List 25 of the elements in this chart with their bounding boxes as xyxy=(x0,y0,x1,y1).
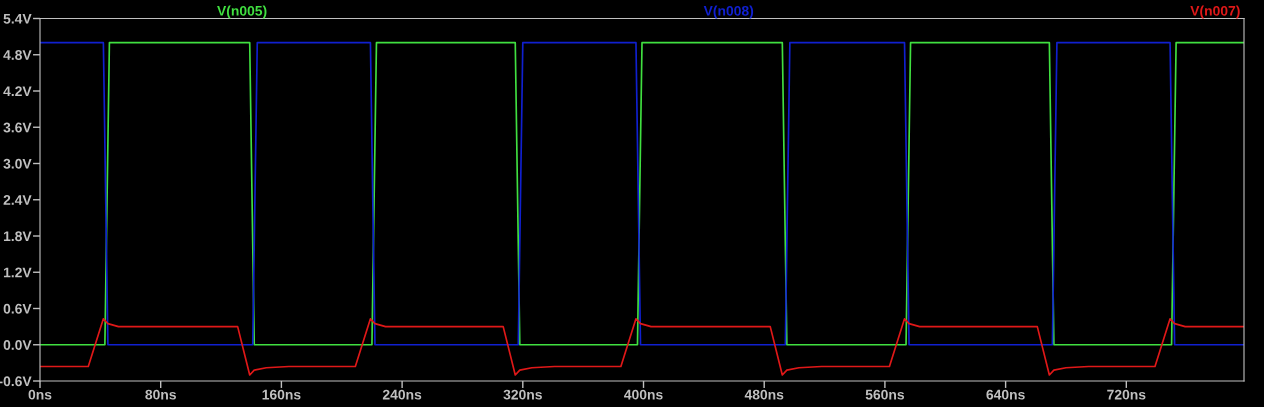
x-tick-label: 400ns xyxy=(624,389,663,400)
x-tick-label: 160ns xyxy=(262,389,301,400)
y-tick-label: 1.8V xyxy=(3,231,32,242)
line-series xyxy=(40,317,1244,376)
x-tick-label: 560ns xyxy=(865,389,905,400)
y-tick-label: 5.4V xyxy=(3,13,32,24)
x-tick-label: 640ns xyxy=(986,389,1025,400)
y-tick-label: 3.0V xyxy=(3,158,32,169)
x-tick-label: 0ns xyxy=(28,389,52,400)
x-tick-label: 80ns xyxy=(145,389,176,400)
y-tick-label: 3.6V xyxy=(3,122,32,133)
y-tick-label: 1.2V xyxy=(3,267,32,278)
y-tick-label: -0.6V xyxy=(0,376,32,387)
x-tick-label: 480ns xyxy=(744,389,784,400)
y-tick-label: 0.0V xyxy=(3,340,32,350)
x-tick-label: 720ns xyxy=(1107,389,1146,400)
x-tick-label: 240ns xyxy=(382,389,422,400)
y-tick-label: 2.4V xyxy=(3,195,32,205)
series-label: V(n005) xyxy=(217,5,267,19)
y-tick-label: 0.6V xyxy=(3,303,32,314)
x-tick-label: 320ns xyxy=(503,389,542,400)
y-tick-label: 4.2V xyxy=(3,86,32,97)
y-tick-label: 4.8V xyxy=(3,50,32,60)
text: V(n007) xyxy=(1190,5,1240,19)
text: V(n008) xyxy=(703,5,754,19)
